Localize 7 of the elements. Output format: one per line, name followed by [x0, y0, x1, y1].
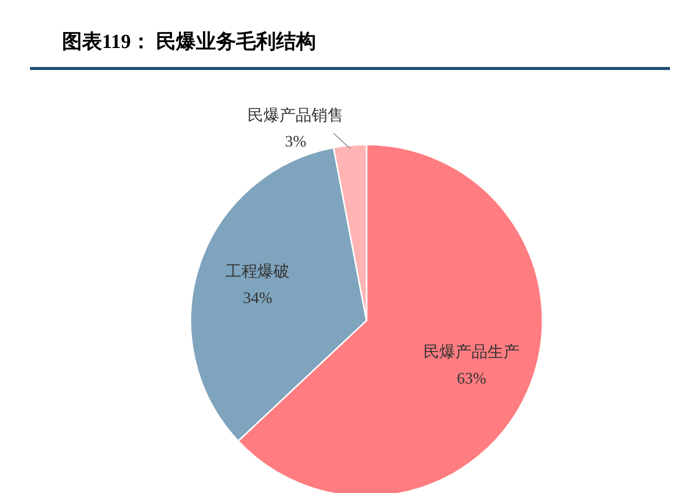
slice-label: 工程爆破: [226, 262, 290, 280]
data-label: 63%: [456, 370, 486, 388]
chart-title: 图表119： 民爆业务毛利结构: [62, 30, 316, 55]
data-label: 34%: [243, 290, 272, 307]
slice-label: 民爆产品销售: [248, 106, 344, 124]
data-label: 3%: [285, 134, 306, 151]
slice-label: 民爆产品生产: [423, 343, 520, 362]
